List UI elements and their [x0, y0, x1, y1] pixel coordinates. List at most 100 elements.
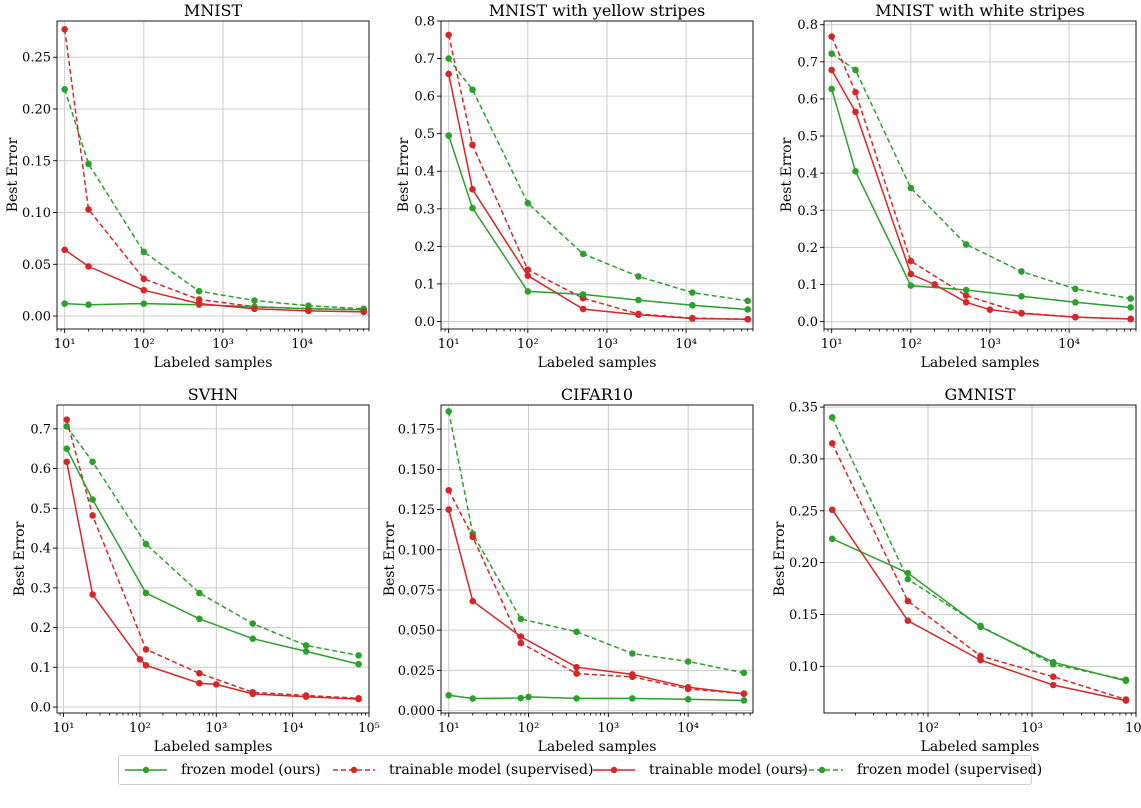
y-tick-label: 0.0 — [797, 315, 818, 330]
data-point-trainable-model-supervised — [524, 266, 532, 273]
x-axis-label: Labeled samples — [154, 355, 273, 371]
data-point-frozen-model-ours — [1049, 658, 1057, 666]
series-line-frozen-model-supervised — [447, 411, 745, 674]
x-tick-label: 10³ — [596, 337, 618, 352]
data-point-trainable-model-supervised — [907, 257, 915, 265]
data-point-trainable-model-ours — [904, 617, 912, 625]
legend-label-trainable-supervised: trainable model (supervised) — [389, 762, 594, 778]
data-point-frozen-model-ours — [85, 301, 92, 308]
data-point-frozen-model-ours — [63, 445, 71, 453]
series-line-frozen-model-supervised — [448, 58, 748, 302]
x-axis-label: Labeled samples — [154, 739, 273, 755]
data-point-frozen-model-supervised — [445, 408, 453, 415]
y-tick-label: 0.6 — [30, 462, 51, 477]
x-tick-label: 10⁴ — [1125, 721, 1141, 736]
y-tick-label: 0.2 — [797, 241, 818, 256]
data-point-frozen-model-ours — [744, 306, 752, 313]
data-point-frozen-model-supervised — [689, 289, 696, 296]
series-line-trainable-model-ours — [831, 69, 1131, 320]
data-point-trainable-model-ours — [196, 679, 203, 687]
data-point-trainable-model-supervised — [196, 669, 203, 677]
y-tick-label: 0.075 — [398, 583, 435, 598]
y-tick-label: 0.3 — [797, 204, 818, 219]
data-point-trainable-model-supervised — [573, 670, 580, 677]
series-line-trainable-model-ours — [64, 249, 364, 313]
y-tick-label: 0.4 — [30, 542, 51, 557]
data-point-trainable-model-ours — [828, 66, 835, 74]
y-tick-label: 0.025 — [398, 664, 435, 679]
data-point-trainable-model-ours — [931, 281, 938, 288]
series-line-frozen-model-ours — [66, 448, 359, 665]
x-tick-label: 10¹ — [438, 337, 460, 352]
y-tick-label: 0.00 — [22, 310, 51, 325]
data-point-trainable-model-ours — [212, 681, 220, 688]
data-point-frozen-model-supervised — [517, 615, 525, 623]
series-line-frozen-model-supervised — [831, 53, 1131, 300]
data-point-frozen-model-ours — [469, 204, 476, 212]
series-line-frozen-model-supervised — [66, 426, 359, 657]
subplot-title: MNIST with white stripes — [875, 1, 1084, 20]
x-tick-label: 10¹ — [821, 337, 843, 352]
data-point-frozen-model-ours — [828, 535, 836, 543]
y-tick-label: 0.5 — [414, 127, 435, 142]
data-point-trainable-model-ours — [689, 315, 696, 322]
subplot-6: 10² 10³ 10⁴ 0.10 0.15 0.20 0.25 0.30 0.35 GMNIST L… — [772, 385, 1141, 755]
y-tick-label: 0.30 — [789, 452, 818, 467]
series-line-trainable-model-supervised — [831, 36, 1131, 320]
series-line-frozen-model-ours — [448, 694, 744, 702]
legend: frozen model (ours) trainable model (sup… — [118, 755, 1042, 785]
y-tick-label: 0.5 — [797, 130, 818, 145]
x-tick-label: 10³ — [597, 721, 619, 736]
data-point-frozen-model-ours — [573, 695, 580, 702]
series-line-trainable-model-ours — [831, 509, 1127, 702]
series-line-trainable-model-supervised — [447, 34, 748, 320]
data-point-frozen-model-ours — [302, 648, 310, 655]
data-point-trainable-model-ours — [445, 506, 453, 513]
data-point-trainable-model-ours — [573, 663, 580, 671]
y-tick-label: 0.6 — [414, 90, 435, 105]
y-tick-label: 0.25 — [789, 504, 818, 519]
y-axis-label: Best Error — [382, 521, 398, 596]
data-point-trainable-model-ours — [740, 690, 748, 697]
subplot-title: SVHN — [188, 385, 238, 404]
data-point-frozen-model-ours — [907, 282, 915, 289]
data-point-frozen-model-ours — [828, 85, 835, 93]
y-tick-label: 0.150 — [398, 463, 435, 478]
data-point-trainable-model-supervised — [89, 512, 96, 519]
plot-frame — [440, 20, 754, 330]
data-point-trainable-model-ours — [355, 695, 362, 703]
data-point-frozen-model-ours — [89, 496, 96, 503]
legend-label-frozen-supervised: frozen model (supervised) — [857, 762, 1043, 778]
x-tick-label: 10² — [133, 337, 155, 352]
data-point-frozen-model-ours — [689, 302, 696, 309]
data-point-frozen-model-ours — [1018, 293, 1025, 300]
y-axis-label: Best Error — [779, 137, 795, 212]
data-point-trainable-model-ours — [1122, 697, 1130, 704]
data-point-frozen-model-supervised — [629, 650, 636, 657]
x-tick-label: 10¹ — [438, 721, 460, 736]
data-point-frozen-model-supervised — [635, 273, 642, 280]
data-point-frozen-model-supervised — [195, 287, 203, 295]
y-tick-label: 0.10 — [22, 206, 51, 221]
series-line-trainable-model-ours — [447, 73, 748, 320]
data-point-frozen-model-supervised — [579, 250, 587, 258]
data-point-trainable-model-ours — [744, 315, 752, 323]
y-tick-label: 0.20 — [789, 556, 818, 571]
y-tick-label: 0.6 — [797, 92, 818, 107]
y-tick-label: 0.3 — [414, 202, 435, 217]
subplot-4: 10¹ 10² 10³ 10⁴ 10⁵ 0.0 0.1 0.2 0.3 0.4 0.5 0.6 0.7 S… — [12, 385, 380, 755]
data-point-trainable-model-supervised — [904, 597, 912, 605]
y-tick-label: 0.1 — [797, 278, 818, 293]
y-tick-label: 0.5 — [30, 502, 51, 517]
x-tick-label: 10² — [517, 337, 539, 352]
data-point-frozen-model-supervised — [89, 458, 96, 466]
legend-entry-trainable-ours: trainable model (ours) — [591, 756, 808, 784]
x-tick-label: 10² — [129, 721, 151, 736]
data-point-frozen-model-supervised — [904, 575, 912, 583]
data-point-frozen-model-supervised — [744, 297, 752, 305]
y-tick-label: 0.05 — [22, 258, 51, 273]
x-tick-label: 10⁴ — [282, 721, 304, 736]
legend-swatch-trainable-supervised — [333, 766, 375, 774]
x-axis-label: Labeled samples — [538, 739, 657, 755]
y-tick-label: 0.7 — [414, 52, 435, 67]
